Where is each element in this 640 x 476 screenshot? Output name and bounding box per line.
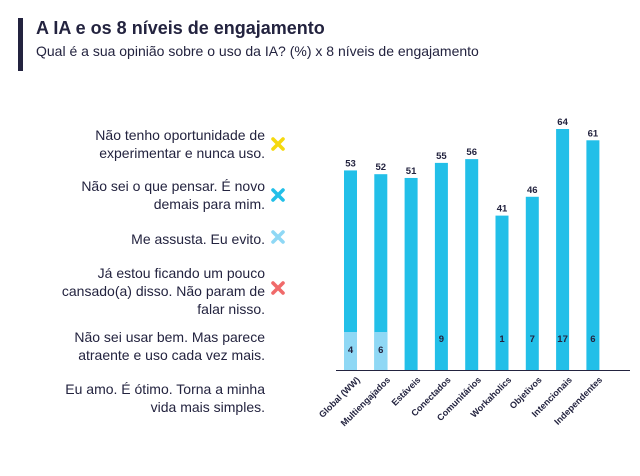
bar	[404, 177, 418, 370]
bar	[374, 174, 388, 370]
legend-item: Não sei usar bem. Mas parece atraente e u…	[74, 328, 265, 364]
legend-item: Me assusta. Eu evito.	[131, 230, 265, 248]
light-blue-x-icon	[271, 230, 285, 244]
bar	[344, 170, 357, 370]
bar	[525, 196, 539, 370]
legend-label-line: Eu amo. É ótimo. Torna a minha	[65, 381, 265, 397]
bar-value-label: 61	[588, 128, 599, 139]
legend-item: Eu amo. É ótimo. Torna a minha vida mais …	[65, 380, 265, 416]
bar-value-label: 52	[376, 162, 387, 173]
cyan-x-icon	[271, 188, 285, 202]
legend-label-line: demais para mim.	[153, 196, 265, 212]
yellow-x-icon	[271, 137, 285, 151]
bar-value-label: 46	[527, 185, 538, 196]
overlay-value-label: 7	[530, 334, 535, 345]
bar	[434, 162, 448, 370]
overlay-value-label: 6	[378, 345, 383, 356]
bar-value-label: 55	[436, 151, 447, 162]
overlay-value-label: 4	[348, 345, 354, 356]
overlay-value-label: 9	[439, 334, 444, 345]
legend-label-line: experimentar e nunca uso.	[99, 145, 265, 161]
bar-value-label: 53	[345, 158, 356, 169]
overlay-segment	[374, 332, 388, 370]
bar	[586, 140, 600, 370]
bar	[556, 129, 570, 370]
legend-item: Não sei o que pensar. É novo demais para …	[81, 177, 265, 213]
legend-label-line: atraente e uso cada vez mais.	[78, 347, 265, 363]
title-accent-bar	[18, 18, 23, 71]
overlay-value-label: 1	[499, 334, 505, 345]
bar	[495, 215, 509, 370]
legend-label-line: falar nisso.	[197, 301, 265, 317]
overlay-segment	[344, 332, 357, 370]
overlay-value-label: 17	[557, 334, 568, 345]
legend-item: Já estou ficando um pouco cansado(a) diss…	[62, 264, 265, 318]
bar	[465, 159, 479, 370]
legend-label-line: Não sei usar bem. Mas parece	[74, 329, 265, 345]
bar-value-label: 64	[557, 117, 568, 128]
legend-label-line: cansado(a) disso. Não param de	[61, 283, 265, 299]
legend-item: Não tenho oportunidade de experimentar e …	[95, 126, 265, 162]
overlay-value-label: 6	[590, 334, 595, 345]
bar-value-label: 41	[497, 204, 508, 215]
chart-title: A IA e os 8 níveis de engajamento	[36, 18, 325, 38]
legend-label-line: Já estou ficando um pouco	[97, 265, 265, 281]
legend-label-line: Não sei o que pensar. É novo	[81, 178, 265, 194]
legend-label-line: vida mais simples.	[150, 399, 265, 415]
legend-label-line: Não tenho oportunidade de	[95, 127, 265, 143]
bar-value-label: 56	[466, 147, 477, 158]
chart-subtitle: Qual é a sua opinião sobre o uso da IA? …	[36, 43, 479, 59]
bar-value-label: 51	[406, 166, 417, 177]
red-x-icon	[271, 281, 285, 295]
legend-label-line: Me assusta. Eu evito.	[131, 231, 265, 247]
